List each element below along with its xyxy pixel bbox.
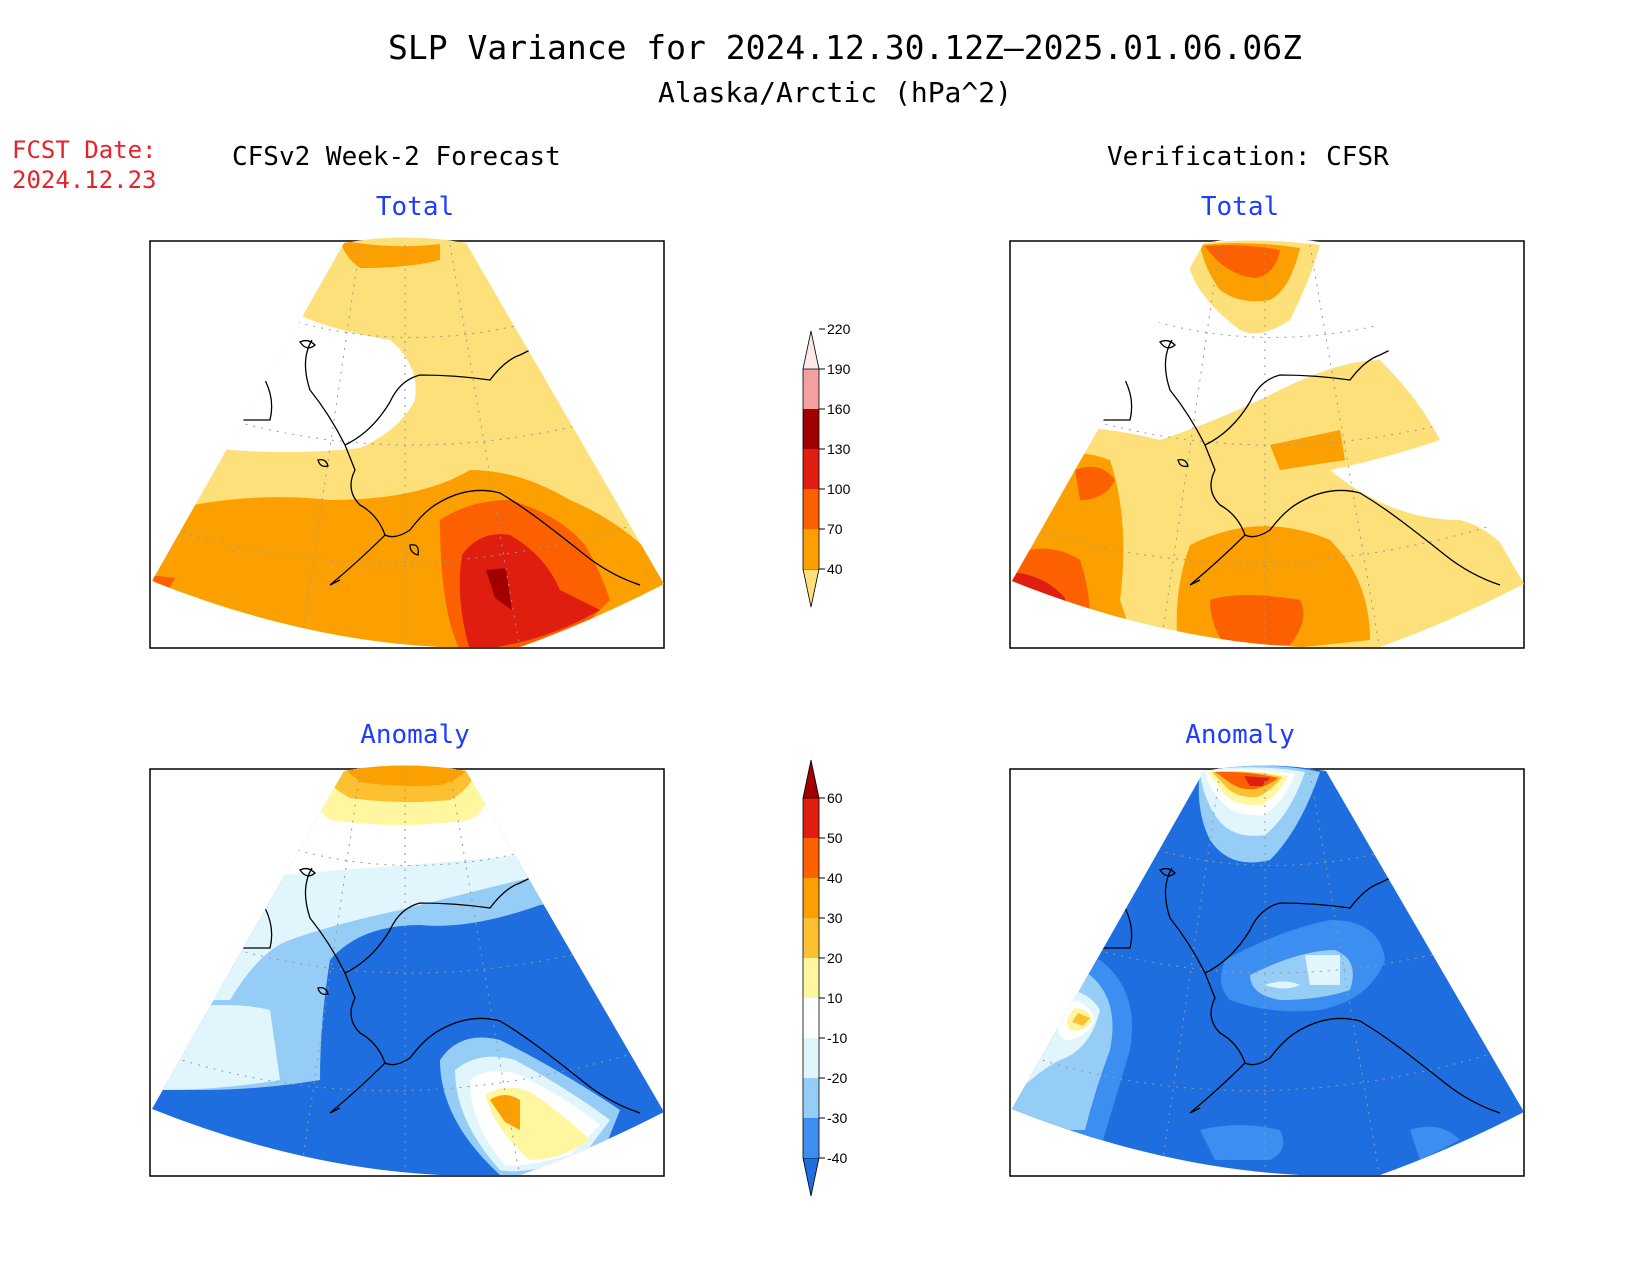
total-colorbar-tick-label: 160 bbox=[827, 401, 851, 417]
anomaly-colorbar-tick-label: 20 bbox=[827, 950, 843, 966]
anomaly-colorbar: -40 -30 -20 -10 10 20 30 40 50 60 bbox=[802, 759, 847, 1197]
verification-column-title: Verification: CFSR bbox=[1107, 142, 1389, 172]
total-colorbar-tick-label: 40 bbox=[827, 561, 843, 577]
verification-total-title: Total bbox=[1200, 192, 1280, 222]
contour-40-70 bbox=[1012, 360, 1524, 647]
anomaly-colorbar-tick-label: -10 bbox=[827, 1030, 847, 1046]
verification-anomaly-map bbox=[1009, 765, 1525, 1177]
contour-70-100-interior bbox=[1270, 430, 1345, 470]
verification-total-map bbox=[1009, 237, 1525, 649]
anomaly-colorbar-swatch bbox=[803, 878, 819, 918]
anomaly-colorbar-swatch bbox=[803, 918, 819, 958]
anomaly-colorbar-tick-label: 30 bbox=[827, 910, 843, 926]
anomaly-colorbar-tick-label: -30 bbox=[827, 1110, 847, 1126]
anomaly-colorbar-swatch bbox=[803, 1038, 819, 1078]
forecast-date-block: FCST Date: 2024.12.23 bbox=[12, 135, 157, 195]
anomaly-colorbar-swatch bbox=[803, 1118, 819, 1158]
total-colorbar-swatch bbox=[803, 489, 819, 529]
anomaly-colorbar-swatch bbox=[803, 1078, 819, 1118]
total-colorbar-tip-low bbox=[802, 568, 820, 608]
forecast-date-label: FCST Date: bbox=[12, 136, 157, 164]
chart-subtitle: Alaska/Arctic (hPa^2) bbox=[657, 76, 1012, 109]
forecast-anomaly-map bbox=[149, 765, 665, 1177]
verification-anomaly-title: Anomaly bbox=[1185, 720, 1295, 750]
total-colorbar-swatch bbox=[803, 449, 819, 489]
forecast-anomaly-title: Anomaly bbox=[360, 720, 470, 750]
anomaly-colorbar-tick-label: -40 bbox=[827, 1150, 847, 1166]
contour-20-30-south bbox=[490, 1095, 520, 1130]
total-colorbar-tick-label: 130 bbox=[827, 441, 851, 457]
anomaly-colorbar-tick-label: -20 bbox=[827, 1070, 847, 1086]
total-colorbar-tick-label: 100 bbox=[827, 481, 851, 497]
total-colorbar-tick-label: 70 bbox=[827, 521, 843, 537]
anomaly-colorbar-tip-high bbox=[802, 759, 820, 799]
chart-title: SLP Variance for 2024.12.30.12Z–2025.01.… bbox=[388, 28, 1302, 67]
anomaly-colorbar-tip-low bbox=[802, 1157, 820, 1197]
contour-minus20-minus10-interior-2 bbox=[1265, 981, 1300, 989]
anomaly-colorbar-swatch bbox=[803, 838, 819, 878]
contour-20-30-west bbox=[1072, 1013, 1090, 1026]
contour-70-100-north bbox=[340, 240, 440, 268]
contour-130-160 bbox=[459, 534, 600, 647]
contour-minus40-minus30-se bbox=[1410, 1126, 1460, 1160]
anomaly-colorbar-swatch bbox=[803, 958, 819, 998]
forecast-date-value: 2024.12.23 bbox=[12, 166, 157, 194]
anomaly-colorbar-tick-label: 50 bbox=[827, 830, 843, 846]
contour-minus20-minus10-interior bbox=[1305, 955, 1340, 985]
contour-160-190 bbox=[486, 568, 512, 610]
contour-100-130-north bbox=[1205, 245, 1280, 278]
anomaly-colorbar-swatch bbox=[803, 998, 819, 1038]
anomaly-colorbar-swatch bbox=[803, 798, 819, 838]
anomaly-colorbar-tick-label: 40 bbox=[827, 870, 843, 886]
total-colorbar-tick-label: 190 bbox=[827, 361, 851, 377]
total-colorbar-tip-high bbox=[802, 330, 820, 370]
contour-40-50-north bbox=[1244, 776, 1270, 786]
total-colorbar-tick-label: 220 bbox=[827, 321, 851, 337]
forecast-column-title: CFSv2 Week-2 Forecast bbox=[232, 142, 561, 172]
forecast-total-title: Total bbox=[375, 192, 455, 222]
anomaly-colorbar-tick-label: 60 bbox=[827, 790, 843, 806]
anomaly-colorbar-tick-label: 10 bbox=[827, 990, 843, 1006]
total-colorbar-swatch bbox=[803, 409, 819, 449]
contour-100-130-west bbox=[1075, 466, 1115, 500]
contour-100-130-south bbox=[1210, 595, 1304, 645]
total-colorbar-swatch bbox=[803, 369, 819, 409]
forecast-total-map bbox=[149, 237, 665, 649]
total-colorbar-swatch bbox=[803, 529, 819, 569]
contour-minus40-minus30-south bbox=[1200, 1125, 1284, 1160]
total-colorbar: 40 70 100 130 160 190 220 bbox=[802, 321, 851, 608]
